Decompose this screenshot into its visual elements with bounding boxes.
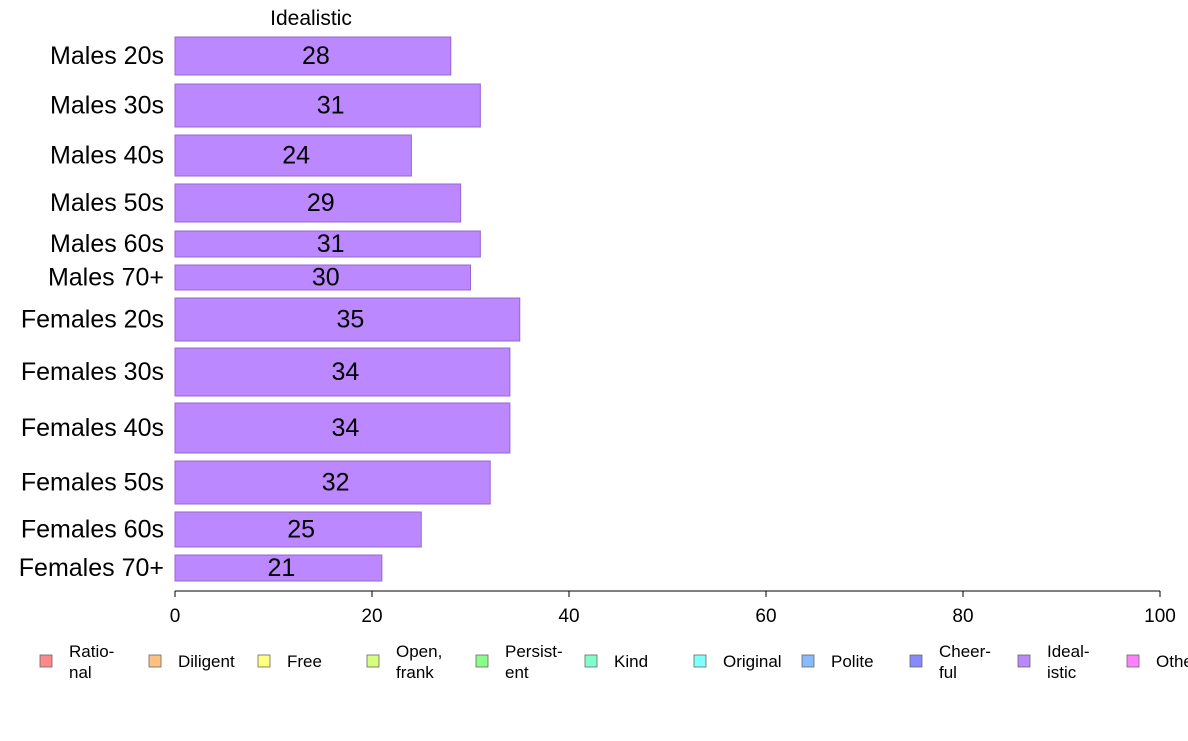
legend-label: Original xyxy=(723,652,782,671)
legend-label: Others xyxy=(1156,652,1188,671)
category-label: Females 50s xyxy=(21,469,164,497)
legend: Ratio-nal Diligent Free Open, frank Persist-e… xyxy=(39,642,1188,682)
legend-swatch xyxy=(909,654,923,668)
legend-label: Open, frank xyxy=(396,642,442,682)
x-tick-label: 20 xyxy=(361,606,382,627)
bar-value-label: 35 xyxy=(336,306,364,334)
bar xyxy=(174,460,491,505)
legend-swatch xyxy=(39,654,53,668)
bar-value-label: 31 xyxy=(317,230,345,258)
bar xyxy=(174,230,481,258)
bar xyxy=(174,134,412,177)
category-label: Females 60s xyxy=(21,516,164,544)
x-tick-label: 80 xyxy=(952,606,973,627)
x-tick-label: 40 xyxy=(558,606,579,627)
category-label: Males 60s xyxy=(50,230,164,258)
legend-label: Cheer-ful xyxy=(939,642,991,682)
legend-swatch xyxy=(475,654,489,668)
bar xyxy=(174,347,511,397)
legend-label: Kind xyxy=(614,652,648,671)
legend-swatch xyxy=(257,654,271,668)
bar xyxy=(174,554,383,582)
category-label: Males 30s xyxy=(50,92,164,120)
legend-label: Ratio-nal xyxy=(69,642,114,682)
bar xyxy=(174,402,511,454)
legend-swatch xyxy=(693,654,707,668)
bar-value-label: 28 xyxy=(302,42,330,70)
category-label: Males 50s xyxy=(50,189,164,217)
legend-label: Polite xyxy=(831,652,874,671)
x-axis: 0 20 40 60 80 100 xyxy=(170,590,1176,627)
bar-value-label: 31 xyxy=(317,92,345,120)
legend-swatch xyxy=(1017,654,1031,668)
x-tick-label: 60 xyxy=(755,606,776,627)
bar-value-label: 34 xyxy=(332,414,360,442)
category-label: Females 20s xyxy=(21,306,164,334)
bar xyxy=(174,511,422,548)
bars-layer: Males 20s 28 Males 30s 31 Males 40s 24 Males 5… xyxy=(19,36,521,582)
legend-swatch xyxy=(1126,654,1140,668)
bar xyxy=(174,264,471,291)
bar-value-label: 24 xyxy=(282,142,310,170)
bar xyxy=(174,83,481,128)
category-label: Females 70+ xyxy=(19,554,164,582)
legend-swatch xyxy=(801,654,815,668)
category-label: Males 20s xyxy=(50,42,164,70)
bar-value-label: 30 xyxy=(312,264,340,292)
bar-value-label: 34 xyxy=(332,358,360,386)
bar-value-label: 32 xyxy=(322,469,350,497)
category-label: Females 40s xyxy=(21,414,164,442)
category-label: Females 30s xyxy=(21,358,164,386)
category-label: Males 40s xyxy=(50,142,164,170)
legend-label: Ideal-istic xyxy=(1047,642,1090,682)
bar xyxy=(174,297,521,342)
legend-swatch xyxy=(584,654,598,668)
bar xyxy=(174,183,462,223)
bar-value-label: 29 xyxy=(307,189,335,217)
legend-label: Diligent xyxy=(178,652,235,671)
bar xyxy=(174,36,452,76)
x-tick-label: 0 xyxy=(170,606,181,627)
x-tick-label: 100 xyxy=(1144,606,1176,627)
legend-label: Persist-ent xyxy=(505,642,563,682)
category-label: Males 70+ xyxy=(48,264,164,292)
legend-swatch xyxy=(148,654,162,668)
legend-label: Free xyxy=(287,652,322,671)
bar-value-label: 21 xyxy=(268,554,296,582)
legend-swatch xyxy=(366,654,380,668)
chart-title: Idealistic xyxy=(270,7,352,30)
bar-value-label: 25 xyxy=(287,516,315,544)
